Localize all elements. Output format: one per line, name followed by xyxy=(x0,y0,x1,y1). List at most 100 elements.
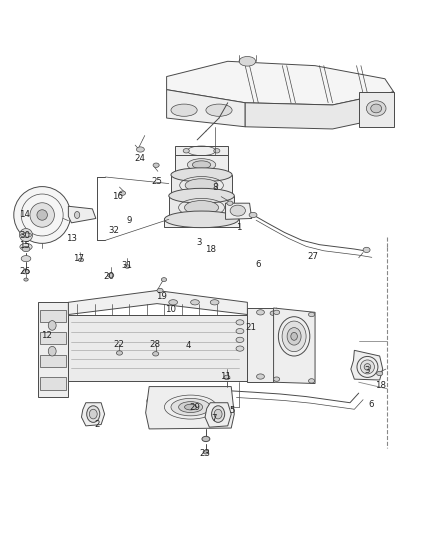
Circle shape xyxy=(30,203,54,227)
Text: 15: 15 xyxy=(19,241,30,250)
Polygon shape xyxy=(68,290,247,314)
Text: 31: 31 xyxy=(121,261,132,270)
Text: 3: 3 xyxy=(197,238,202,247)
Text: 26: 26 xyxy=(19,267,30,276)
Text: 12: 12 xyxy=(41,331,52,340)
Ellipse shape xyxy=(20,244,32,251)
Text: 23: 23 xyxy=(200,449,211,458)
Text: 10: 10 xyxy=(166,305,177,314)
Ellipse shape xyxy=(202,437,210,441)
Ellipse shape xyxy=(257,374,265,379)
Polygon shape xyxy=(166,61,394,105)
Ellipse shape xyxy=(239,56,256,66)
Ellipse shape xyxy=(236,328,244,334)
Text: 6: 6 xyxy=(255,260,261,269)
Text: 9: 9 xyxy=(127,216,132,225)
Text: 21: 21 xyxy=(245,323,256,332)
Text: 5: 5 xyxy=(230,406,235,415)
Polygon shape xyxy=(169,196,234,220)
Ellipse shape xyxy=(185,179,218,192)
Polygon shape xyxy=(81,403,105,426)
Ellipse shape xyxy=(236,337,244,343)
Ellipse shape xyxy=(236,320,244,325)
Text: 3: 3 xyxy=(365,366,370,375)
Ellipse shape xyxy=(360,360,374,374)
Polygon shape xyxy=(40,310,66,322)
Ellipse shape xyxy=(203,450,209,454)
Text: 1: 1 xyxy=(236,223,241,232)
Circle shape xyxy=(19,229,32,241)
Ellipse shape xyxy=(48,321,56,330)
Ellipse shape xyxy=(191,300,199,305)
Ellipse shape xyxy=(227,201,233,205)
Text: 7: 7 xyxy=(211,414,216,423)
Ellipse shape xyxy=(249,212,257,217)
Ellipse shape xyxy=(308,379,314,383)
Ellipse shape xyxy=(150,398,157,404)
Ellipse shape xyxy=(157,288,163,293)
Text: 19: 19 xyxy=(156,292,167,301)
Ellipse shape xyxy=(179,402,203,413)
Ellipse shape xyxy=(212,406,225,422)
Ellipse shape xyxy=(230,205,245,216)
Text: 27: 27 xyxy=(307,253,318,261)
Polygon shape xyxy=(40,354,66,367)
Ellipse shape xyxy=(120,191,126,195)
Polygon shape xyxy=(164,220,239,227)
Text: 17: 17 xyxy=(73,254,84,263)
Ellipse shape xyxy=(184,404,197,410)
Polygon shape xyxy=(68,314,247,381)
Polygon shape xyxy=(40,376,66,390)
Text: 6: 6 xyxy=(368,400,374,408)
Ellipse shape xyxy=(171,168,232,182)
Ellipse shape xyxy=(22,270,29,274)
Polygon shape xyxy=(351,350,383,380)
Circle shape xyxy=(14,187,71,244)
Ellipse shape xyxy=(22,246,30,252)
Ellipse shape xyxy=(89,409,97,419)
Ellipse shape xyxy=(125,265,130,268)
Text: 30: 30 xyxy=(19,231,30,239)
Polygon shape xyxy=(166,90,245,127)
Polygon shape xyxy=(359,92,394,127)
Ellipse shape xyxy=(274,377,280,381)
Polygon shape xyxy=(205,403,231,427)
Ellipse shape xyxy=(214,149,220,153)
Ellipse shape xyxy=(236,346,244,351)
Ellipse shape xyxy=(87,406,100,422)
Ellipse shape xyxy=(366,101,386,116)
Text: 16: 16 xyxy=(112,192,123,201)
Text: 2: 2 xyxy=(94,420,99,429)
Ellipse shape xyxy=(21,256,31,262)
Ellipse shape xyxy=(257,310,265,315)
Text: 22: 22 xyxy=(113,340,124,349)
Ellipse shape xyxy=(192,161,211,169)
Ellipse shape xyxy=(161,278,166,281)
Text: 11: 11 xyxy=(220,372,231,381)
Ellipse shape xyxy=(270,311,276,316)
Ellipse shape xyxy=(108,273,114,277)
Polygon shape xyxy=(171,175,232,196)
Ellipse shape xyxy=(364,364,371,370)
Ellipse shape xyxy=(183,149,189,153)
Polygon shape xyxy=(274,308,315,384)
Ellipse shape xyxy=(274,310,280,314)
Text: 32: 32 xyxy=(109,226,120,235)
Polygon shape xyxy=(245,92,394,129)
Ellipse shape xyxy=(224,375,230,379)
Ellipse shape xyxy=(169,188,234,203)
Ellipse shape xyxy=(184,200,219,215)
Ellipse shape xyxy=(287,328,301,345)
Ellipse shape xyxy=(169,300,177,305)
Ellipse shape xyxy=(171,398,210,416)
Polygon shape xyxy=(247,308,274,382)
Ellipse shape xyxy=(78,258,84,262)
Ellipse shape xyxy=(377,372,383,376)
Polygon shape xyxy=(146,386,234,429)
Ellipse shape xyxy=(214,409,222,419)
Ellipse shape xyxy=(282,321,306,352)
Text: 24: 24 xyxy=(134,154,145,163)
Polygon shape xyxy=(175,147,228,155)
Polygon shape xyxy=(226,203,252,220)
Ellipse shape xyxy=(371,104,381,113)
